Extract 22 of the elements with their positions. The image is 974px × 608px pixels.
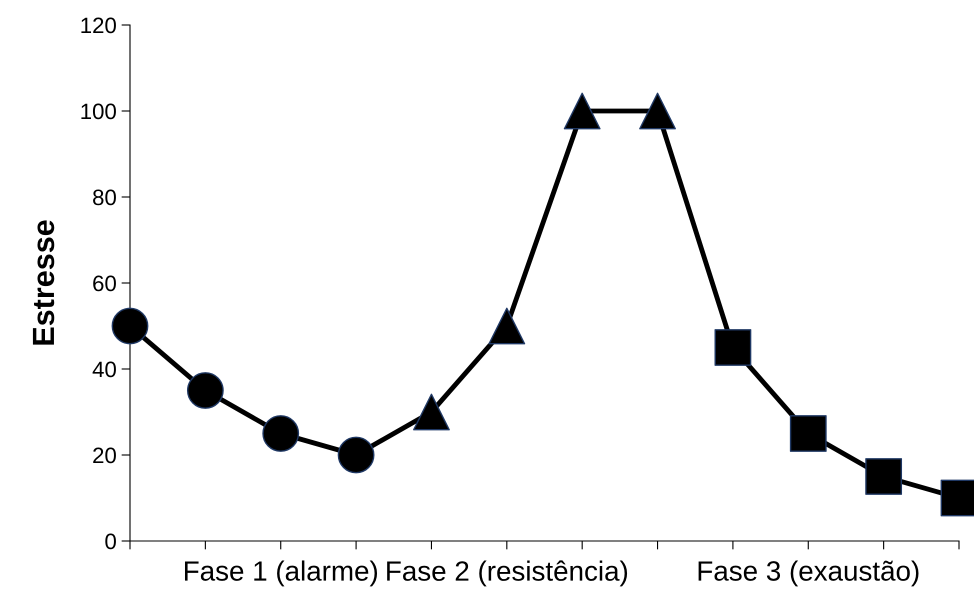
- y-tick-label: 20: [93, 448, 116, 464]
- x-tick-label: Fase 3 (exaustão): [698, 560, 918, 586]
- x-tick-label: Fase 2 (resistência): [387, 560, 628, 586]
- point: [488, 308, 526, 344]
- point: [564, 92, 601, 130]
- y-tick-label: 80: [93, 190, 116, 206]
- point: [112, 308, 148, 344]
- y-tick-label: 100: [81, 104, 116, 120]
- point: [714, 329, 752, 366]
- point: [413, 394, 450, 430]
- point: [865, 458, 902, 495]
- y-tick-label: 40: [92, 362, 116, 378]
- point: [639, 92, 676, 130]
- y-tick-label: 120: [81, 18, 116, 34]
- point: [186, 372, 224, 409]
- point: [790, 415, 827, 452]
- y-axis-title: Estresse: [32, 220, 54, 345]
- y-tick-label: 60: [93, 276, 116, 292]
- x-tick-label: Fase 1 (alarme): [184, 560, 378, 586]
- y-tick-label: 0: [105, 534, 116, 550]
- point: [338, 436, 374, 474]
- point: [262, 415, 300, 452]
